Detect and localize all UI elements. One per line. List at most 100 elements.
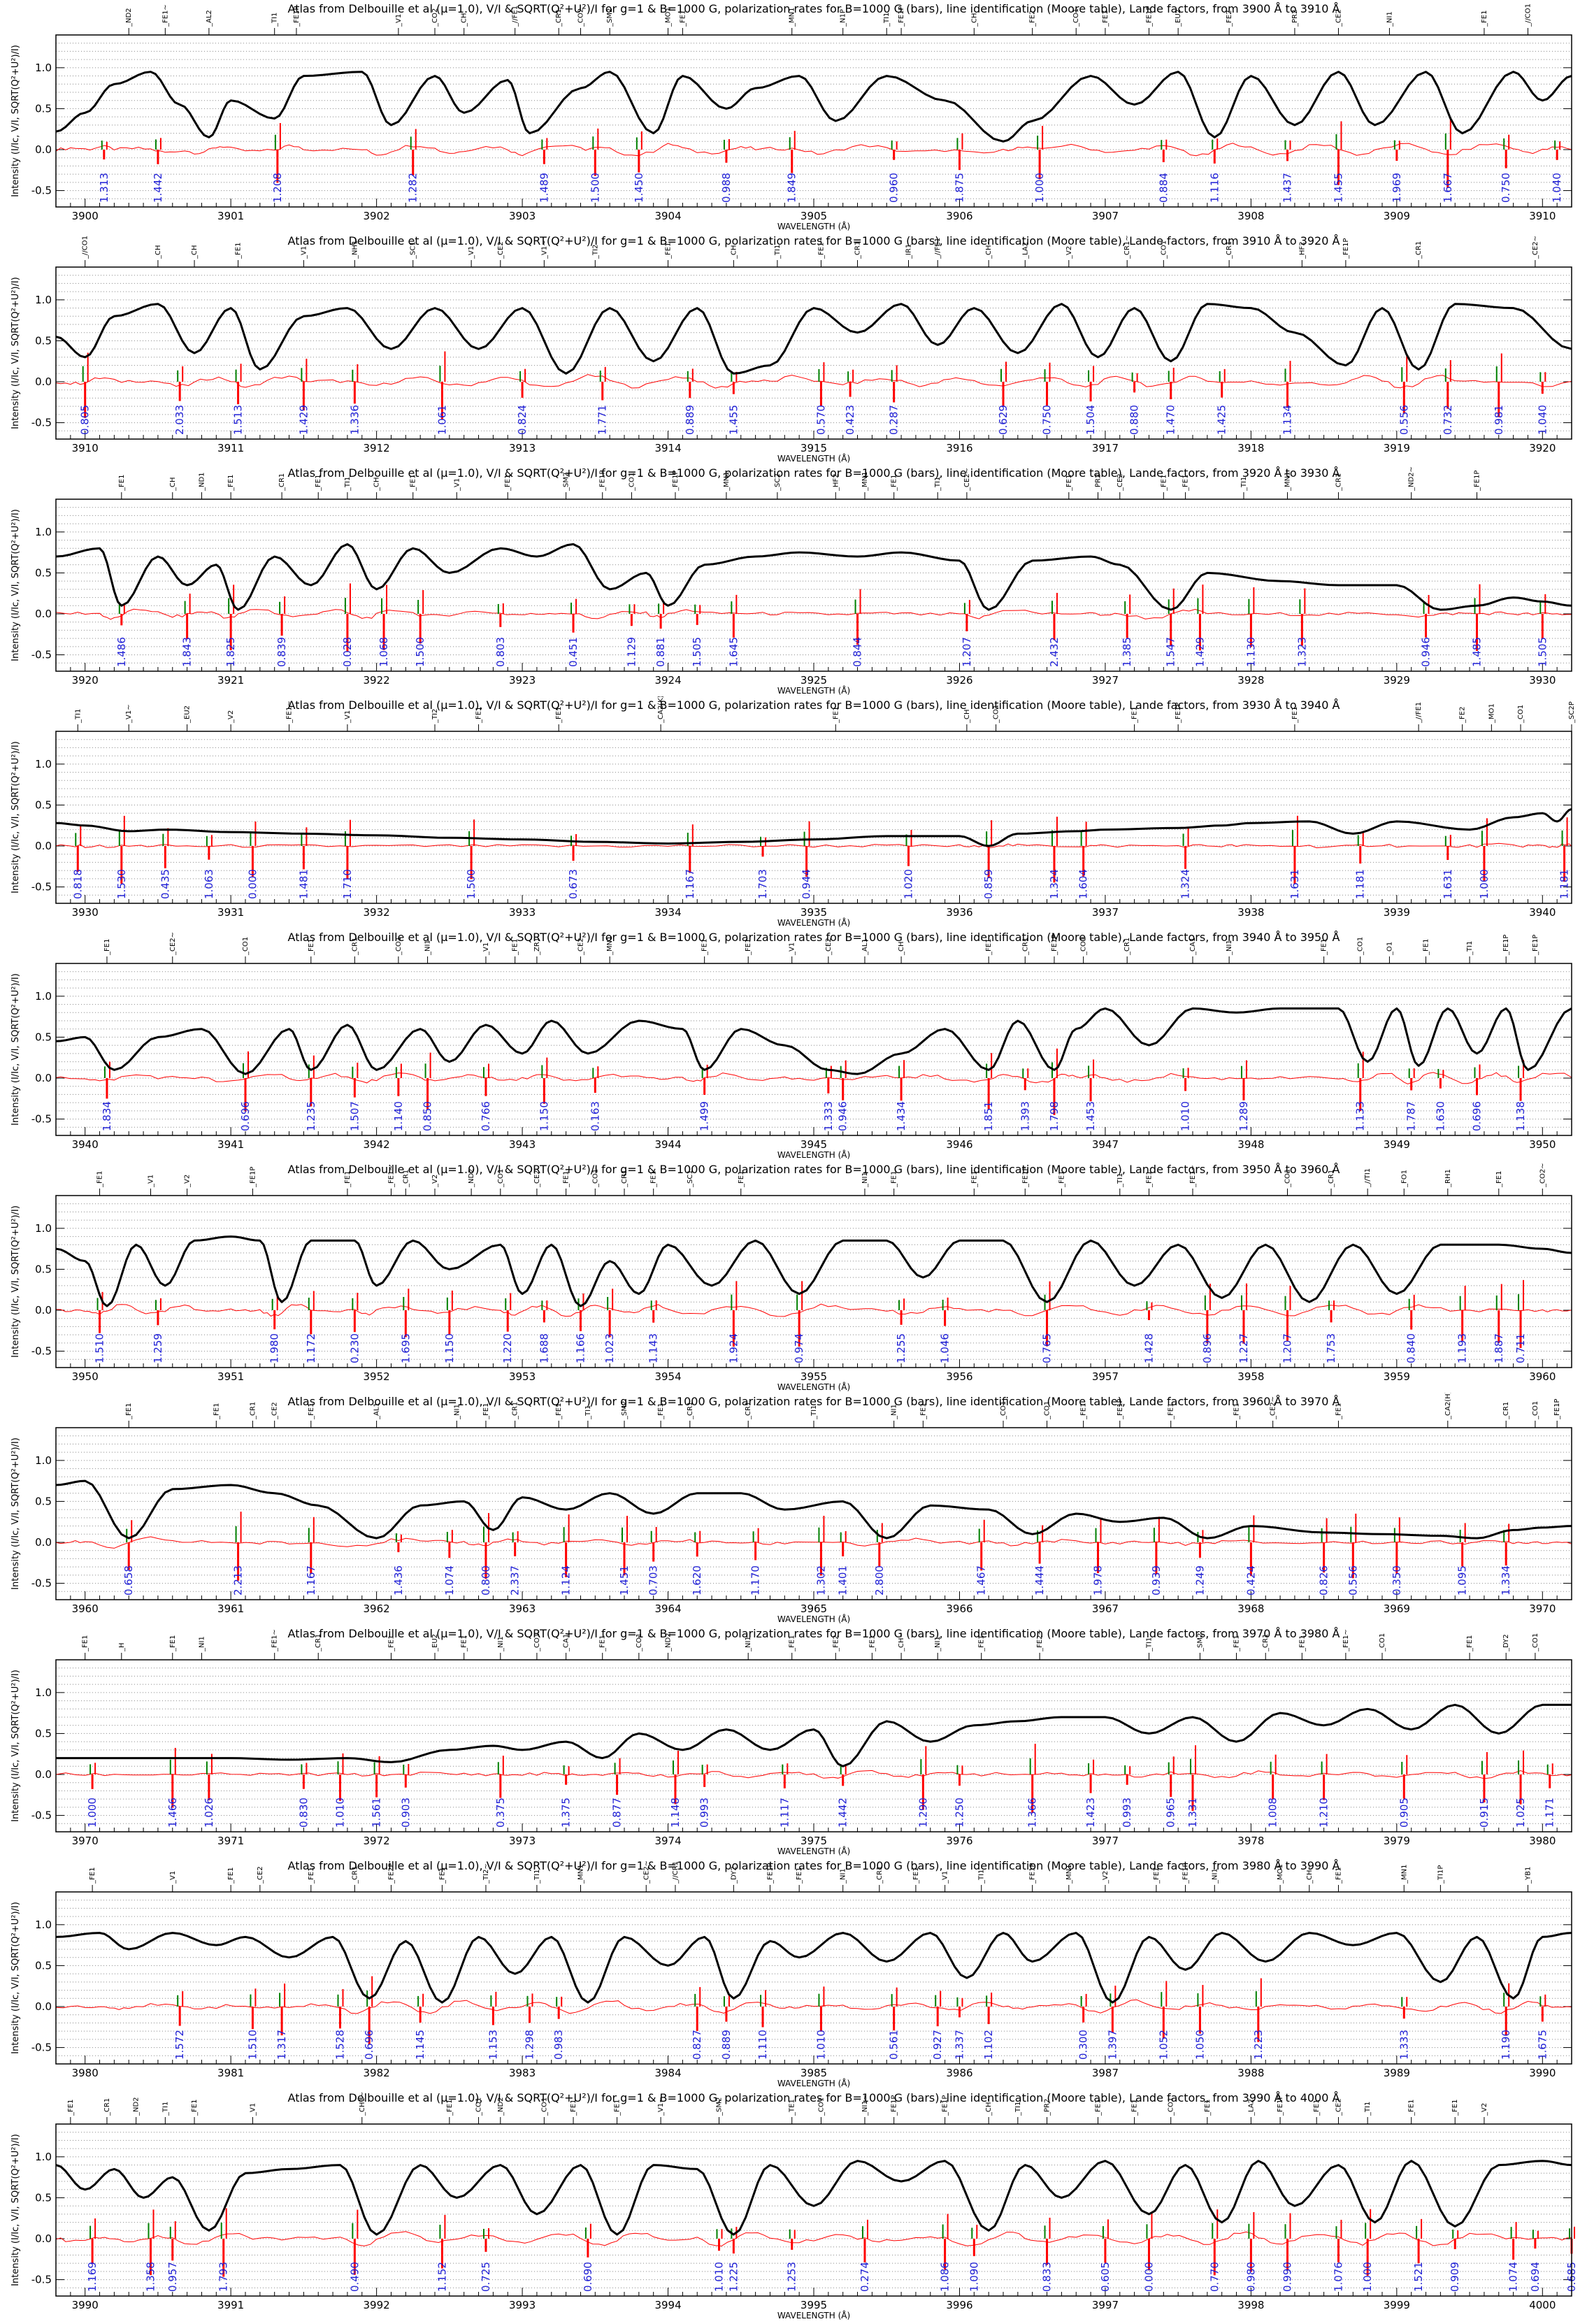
x-tick-label: 3974 bbox=[654, 1835, 681, 1847]
y-tick-label: 0.5 bbox=[35, 566, 52, 579]
y-tick-label: 0.0 bbox=[35, 2232, 52, 2245]
x-tick-label: 3926 bbox=[946, 674, 972, 687]
lande-factor-label: 0.287 bbox=[888, 405, 900, 435]
lande-factor-label: 1.504 bbox=[1084, 405, 1097, 435]
lande-factor-label: 1.510 bbox=[94, 1333, 106, 1363]
line-id-label: _FE2 bbox=[1029, 10, 1037, 27]
x-tick-label: 3995 bbox=[800, 2299, 827, 2311]
lande-factor-label: 1.116 bbox=[1208, 173, 1221, 203]
line-id-label: _TI1 bbox=[1014, 2102, 1022, 2116]
y-tick-label: 0.5 bbox=[35, 2191, 52, 2204]
lande-factor-label: 0.696 bbox=[239, 1101, 252, 1131]
line-id-label: _FE1 bbox=[1321, 939, 1328, 956]
line-id-label: _//FE1 bbox=[512, 6, 519, 27]
x-tick-label: 3916 bbox=[946, 442, 972, 454]
y-axis-label: Intensity (I/Ic, V/I, SQRT(Q²+U²)/I) bbox=[10, 509, 21, 661]
line-id-label: _CE2~ bbox=[963, 468, 971, 492]
line-id-label: _FE1 bbox=[1065, 475, 1073, 492]
x-axis-label: WAVELENGTH (Å) bbox=[777, 1382, 850, 1392]
lande-factor-label: 1.481 bbox=[297, 869, 310, 899]
spectrum-svg: Atlas from Delbouille et al (μ=1.0), V/I… bbox=[10, 1627, 1572, 1856]
spectrum-svg: Atlas from Delbouille et al (μ=1.0), V/I… bbox=[10, 466, 1572, 696]
x-tick-label: 3960 bbox=[1529, 1370, 1556, 1383]
line-id-label: _SC2 bbox=[774, 473, 782, 492]
line-id-label: _CH bbox=[970, 13, 978, 27]
line-id-label: _FE1 bbox=[1466, 1635, 1474, 1652]
y-tick-label: 1.0 bbox=[35, 526, 52, 538]
x-tick-label: 3941 bbox=[217, 1138, 244, 1151]
x-tick-label: 3936 bbox=[946, 906, 972, 919]
y-tick-label: 0.0 bbox=[35, 1072, 52, 1084]
intensity-series bbox=[55, 71, 1572, 143]
line-id-label: _CH bbox=[191, 245, 199, 259]
line-id-label: _FE1~ bbox=[286, 701, 294, 724]
lande-factor-label: 0.274 bbox=[859, 2262, 871, 2292]
x-tick-label: 3939 bbox=[1384, 906, 1410, 919]
lande-factor-label: 0.927 bbox=[931, 2030, 944, 2060]
line-id-label: _CR1 bbox=[351, 1866, 359, 1884]
x-tick-label: 3920 bbox=[72, 674, 99, 687]
lande-factor-label: 1.843 bbox=[181, 637, 194, 667]
lande-factor-label: 0.765 bbox=[1041, 1333, 1054, 1363]
line-id-label: _FE1 bbox=[1080, 1403, 1088, 1420]
line-id-label: _CA1 bbox=[563, 1634, 570, 1652]
y-tick-label: 0.0 bbox=[35, 143, 52, 156]
lande-factor-label: 1.255 bbox=[895, 1333, 907, 1363]
line-id-label: _CH~ bbox=[985, 2096, 993, 2116]
line-id-label: _FE1P bbox=[1116, 1399, 1124, 1420]
line-id-label: _FE1 bbox=[227, 475, 235, 492]
y-axis-label: Intensity (I/Ic, V/I, SQRT(Q²+U²)/I) bbox=[10, 45, 21, 197]
line-id-label: _ND2 bbox=[497, 2097, 505, 2116]
line-id-label: _ND2 bbox=[468, 1168, 475, 1188]
lande-factor-label: 1.153 bbox=[487, 2030, 499, 2060]
line-id-label: _FE1 bbox=[308, 1867, 315, 1884]
lande-factor-label: 1.145 bbox=[414, 2030, 426, 2060]
x-tick-label: 3920 bbox=[1529, 442, 1556, 454]
spectrum-panel-7: Atlas from Delbouille et al (μ=1.0), V/I… bbox=[0, 1393, 1594, 1625]
x-tick-label: 3944 bbox=[654, 1138, 681, 1151]
x-tick-label: 3994 bbox=[654, 2299, 681, 2311]
line-id-label: _FE1 bbox=[1204, 2100, 1212, 2116]
line-id-label: _CR1 bbox=[745, 1402, 752, 1420]
line-id-label: _TI1 bbox=[161, 2102, 169, 2116]
line-id-label: _TI1 bbox=[1240, 477, 1248, 492]
line-id-label: _CO1 bbox=[1284, 1169, 1292, 1188]
line-id-label: _V1 bbox=[395, 14, 403, 27]
x-tick-label: 3903 bbox=[509, 210, 536, 222]
lande-factor-label: 0.350 bbox=[1391, 1565, 1403, 1595]
spectrum-svg: Atlas from Delbouille et al (μ=1.0), V/I… bbox=[10, 931, 1572, 1160]
line-id-label: _MN1 bbox=[1065, 1865, 1073, 1884]
line-id-label: _MN1 bbox=[1400, 1865, 1408, 1884]
line-id-label: _CR1 bbox=[1328, 1170, 1335, 1188]
lande-factor-label: 2.213 bbox=[232, 1565, 245, 1595]
intensity-series bbox=[55, 1007, 1572, 1075]
x-tick-label: 3984 bbox=[654, 2067, 681, 2079]
line-id-label: _V2 bbox=[1481, 2103, 1488, 2116]
x-tick-label: 3993 bbox=[509, 2299, 536, 2311]
lande-factor-label: 1.667 bbox=[1442, 173, 1454, 203]
panel-title: Atlas from Delbouille et al (μ=1.0), V/I… bbox=[288, 2091, 1340, 2104]
line-id-label: _FE1 bbox=[67, 2100, 75, 2116]
x-tick-label: 3962 bbox=[364, 1602, 390, 1615]
line-id-label: _TI2 bbox=[431, 709, 439, 724]
x-tick-label: 3938 bbox=[1237, 906, 1264, 919]
lande-factor-label: 0.673 bbox=[567, 869, 580, 899]
line-id-label: _V2 bbox=[184, 1175, 192, 1188]
lande-factor-label: 1.302 bbox=[814, 1565, 827, 1595]
line-id-label: _CO1 bbox=[1160, 241, 1168, 259]
lande-factor-label: 1.025 bbox=[1514, 1798, 1527, 1828]
line-id-label: _IR1 bbox=[905, 244, 913, 259]
line-id-label: _FE1 bbox=[315, 475, 322, 492]
x-axis-label: WAVELENGTH (Å) bbox=[777, 2310, 850, 2321]
lande-factor-label: 1.086 bbox=[939, 2262, 952, 2292]
y-axis-label: Intensity (I/Ic, V/I, SQRT(Q²+U²)/I) bbox=[10, 1670, 21, 1822]
x-axis-label: WAVELENGTH (Å) bbox=[777, 1149, 850, 1160]
y-axis-label: Intensity (I/Ic, V/I, SQRT(Q²+U²)/I) bbox=[10, 741, 21, 894]
lande-factor-label: 0.375 bbox=[494, 1798, 507, 1828]
x-axis-label: WAVELENGTH (Å) bbox=[777, 2078, 850, 2088]
lande-factor-label: 1.521 bbox=[1412, 2262, 1425, 2292]
lande-factor-label: 1.793 bbox=[217, 2262, 230, 2292]
line-id-label: _FE1 bbox=[919, 1403, 927, 1420]
line-id-label: _//TI1 bbox=[1364, 1168, 1372, 1188]
line-id-label: _FE1 bbox=[1313, 2100, 1321, 2116]
